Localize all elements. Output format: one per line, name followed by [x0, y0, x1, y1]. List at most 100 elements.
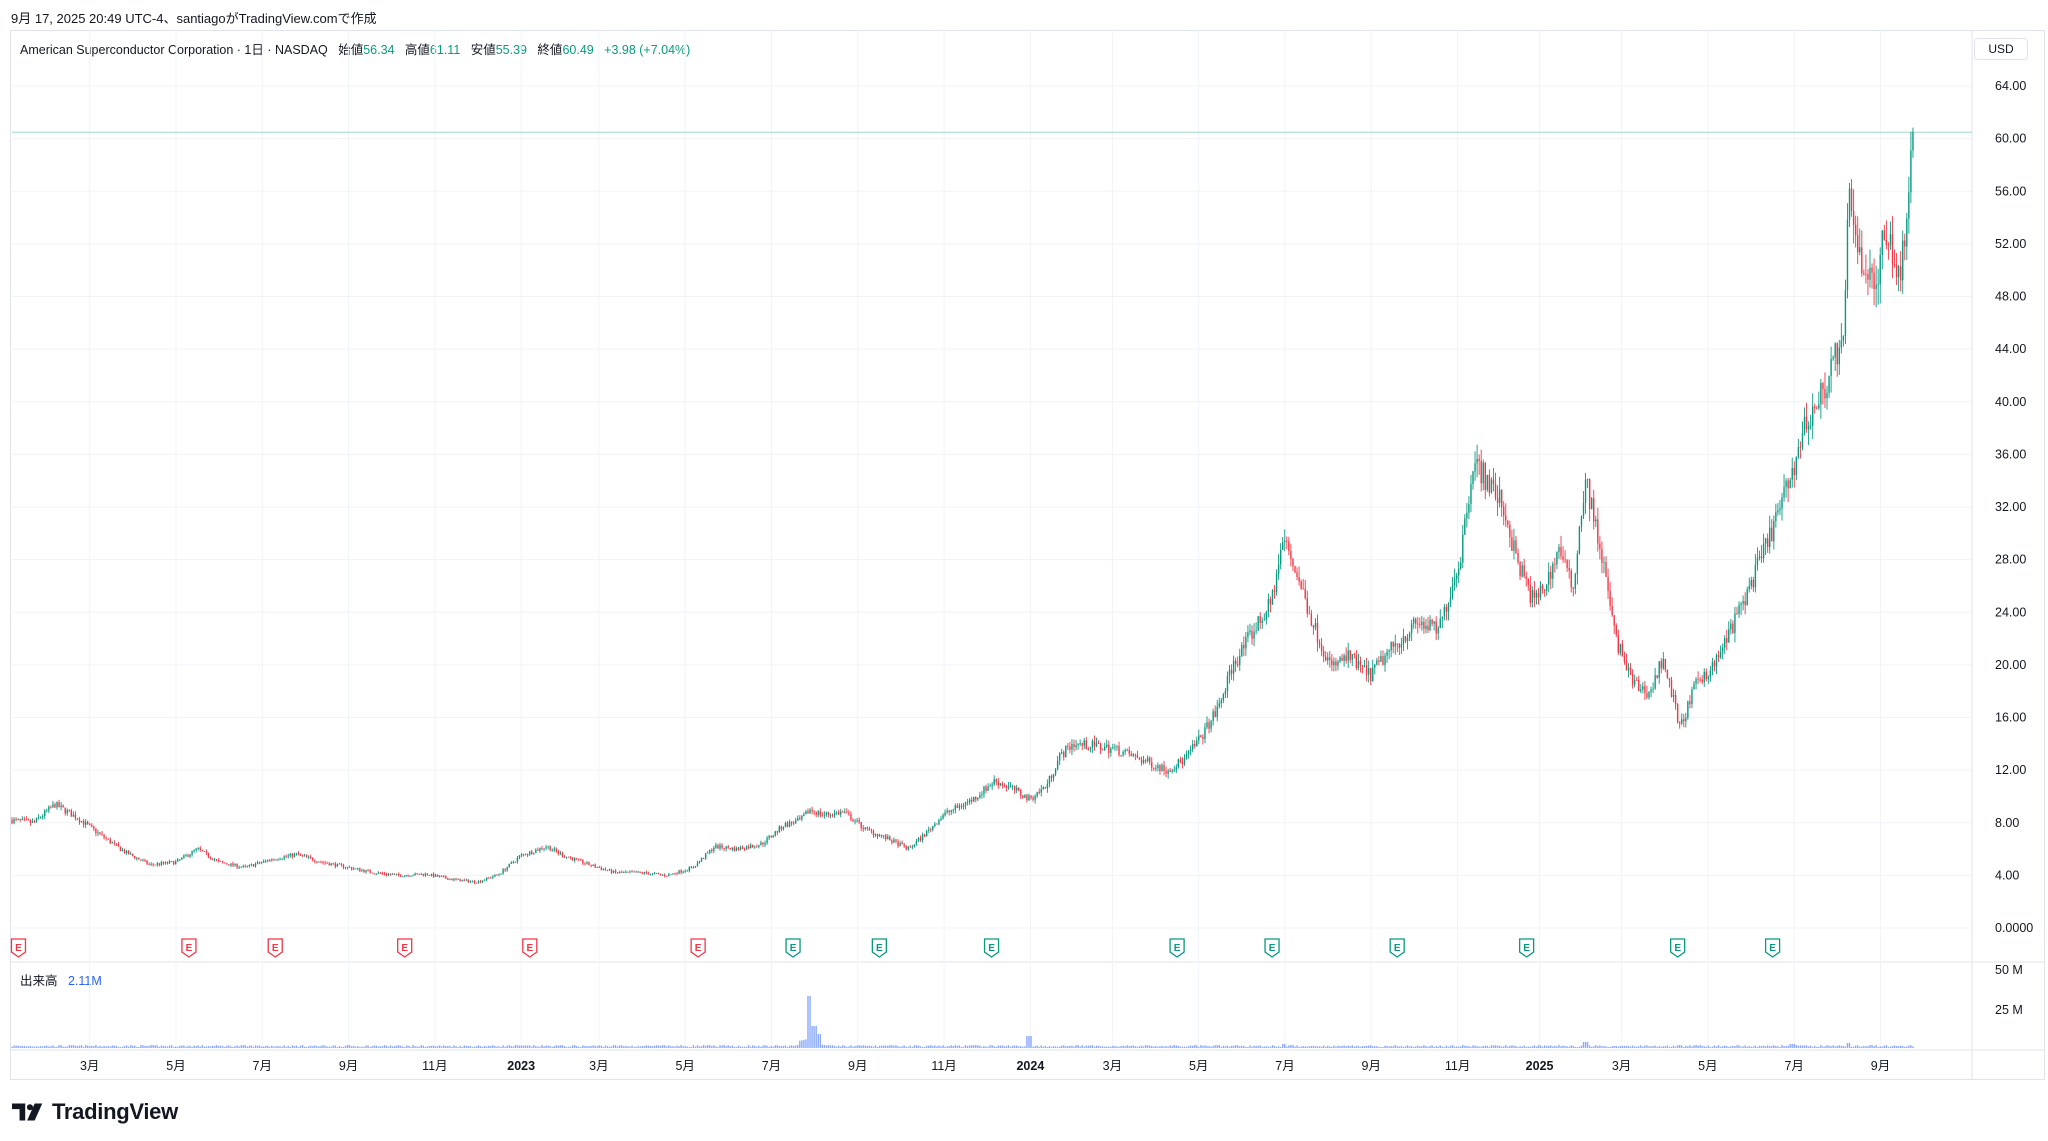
currency-button[interactable]: USD: [1974, 38, 2028, 60]
candle-body: [580, 859, 582, 860]
volume-bar: [672, 1046, 674, 1048]
legend-symbol[interactable]: American Superconductor Corporation · 1日…: [20, 43, 328, 57]
candle-body: [336, 863, 339, 867]
volume-bar: [1378, 1046, 1380, 1048]
candle-body: [389, 874, 392, 875]
candle-body: [1842, 336, 1845, 341]
volume-bar: [760, 1046, 762, 1048]
earnings-marker-icon[interactable]: E: [397, 938, 413, 958]
candle-body: [1140, 759, 1143, 763]
candle-body: [1136, 754, 1139, 758]
volume-bar: [1091, 1045, 1094, 1048]
earnings-marker-icon[interactable]: E: [267, 938, 283, 958]
candle-body: [721, 844, 723, 849]
volume-bar: [1728, 1046, 1730, 1048]
volume-bar: [1210, 1046, 1212, 1048]
volume-bar: [645, 1045, 648, 1048]
volume-bar: [328, 1046, 330, 1048]
candle-body: [930, 829, 932, 831]
candle-body: [739, 847, 742, 850]
volume-bar: [1419, 1046, 1421, 1048]
earnings-marker-icon[interactable]: E: [690, 938, 706, 958]
earnings-marker-icon[interactable]: E: [871, 938, 888, 958]
candle-body: [1376, 660, 1378, 665]
volume-bar: [1171, 1045, 1173, 1048]
volume-bar: [502, 1045, 504, 1048]
volume-bar: [1388, 1046, 1390, 1048]
volume-bar: [1028, 1036, 1030, 1048]
volume-bar: [1709, 1046, 1712, 1048]
volume-bar: [1687, 1046, 1689, 1048]
candle-body: [342, 864, 345, 868]
legend-low-label: 安値: [470, 43, 496, 57]
candle-body: [649, 874, 652, 875]
volume-bar: [140, 1045, 142, 1048]
volume-bar: [443, 1045, 445, 1048]
volume-bar: [966, 1045, 969, 1048]
volume-bar: [234, 1046, 236, 1048]
candle-body: [463, 879, 465, 881]
volume-bar: [29, 1045, 32, 1048]
y-tick-label: 52.00: [1995, 237, 2026, 251]
earnings-marker-icon[interactable]: E: [1169, 938, 1185, 958]
candle-body: [1476, 458, 1478, 464]
earnings-marker-icon[interactable]: E: [1264, 938, 1280, 958]
candle-body: [1509, 524, 1511, 538]
candle-body: [281, 858, 283, 860]
candle-body: [940, 818, 942, 821]
volume-bar: [870, 1045, 873, 1048]
candle-body: [1728, 629, 1730, 643]
volume-bar: [93, 1046, 95, 1048]
candle-body: [1367, 668, 1370, 675]
earnings-marker-icon[interactable]: E: [1518, 938, 1535, 958]
volume-bar: [316, 1046, 318, 1048]
candle-body: [1603, 562, 1605, 563]
earnings-marker-shape: [10, 938, 27, 958]
volume-bar: [58, 1045, 60, 1048]
candle-body: [833, 812, 836, 816]
candle-body: [436, 874, 439, 877]
volume-bar: [1435, 1046, 1437, 1048]
earnings-marker-icon[interactable]: E: [1389, 938, 1405, 958]
candle-body: [1826, 392, 1828, 399]
volume-bar: [1009, 1046, 1012, 1048]
candle-body: [1239, 655, 1241, 666]
candle-body: [872, 830, 875, 836]
candle-body: [1527, 579, 1529, 585]
volume-bar: [246, 1046, 249, 1048]
earnings-marker-icon[interactable]: E: [983, 938, 1000, 958]
volume-bar: [152, 1045, 154, 1048]
candle-body: [353, 868, 355, 870]
earnings-marker-icon[interactable]: E: [1764, 938, 1781, 958]
volume-bar: [1189, 1045, 1192, 1048]
volume-bar: [1629, 1046, 1632, 1048]
candle-body: [1590, 498, 1593, 509]
earnings-marker-icon[interactable]: E: [1670, 938, 1686, 958]
earnings-marker-icon[interactable]: E: [785, 938, 801, 958]
candle-body: [891, 840, 893, 843]
volume-bar: [604, 1045, 607, 1048]
volume-bar: [1247, 1046, 1249, 1048]
candle-body: [168, 861, 171, 864]
candle-body: [1412, 618, 1415, 624]
volume-bar: [866, 1045, 869, 1048]
candle-body: [1636, 680, 1638, 681]
brand-logo[interactable]: TradingView: [12, 1099, 178, 1125]
candle-body: [27, 819, 30, 821]
volume-bar: [285, 1046, 287, 1048]
volume-bar: [310, 1045, 312, 1048]
candle-body: [1054, 769, 1057, 775]
volume-bar: [829, 1045, 832, 1048]
volume-bar: [1836, 1045, 1838, 1048]
earnings-marker-icon[interactable]: E: [522, 938, 538, 958]
candle-body: [488, 877, 490, 879]
volume-bar: [1294, 1046, 1296, 1048]
earnings-marker-icon[interactable]: E: [181, 938, 197, 958]
candle-body: [504, 869, 506, 871]
volume-bar: [1875, 1045, 1877, 1048]
volume-bar: [1449, 1045, 1452, 1048]
earnings-marker-icon[interactable]: E: [10, 938, 27, 958]
volume-bar: [1081, 1045, 1083, 1048]
volume-bar: [862, 1045, 864, 1048]
